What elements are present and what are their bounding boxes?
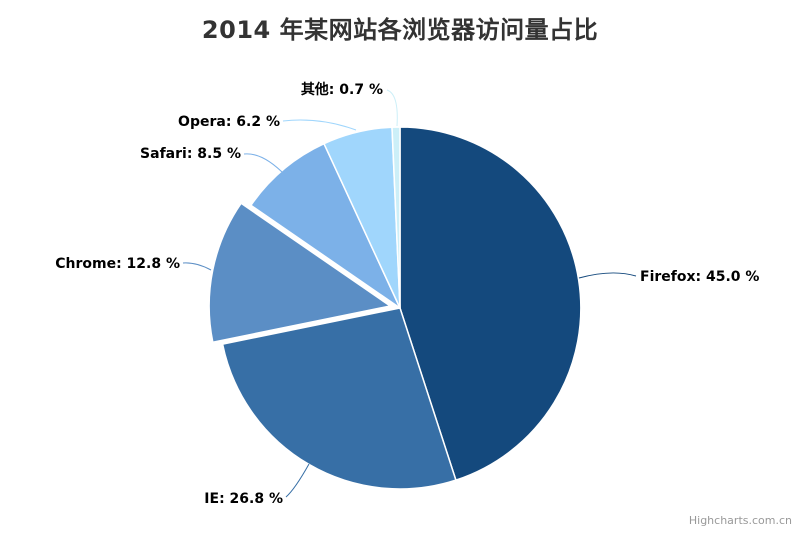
data-label-firefox: Firefox: 45.0 %	[640, 269, 759, 285]
label-connector-opera	[282, 119, 357, 131]
data-label-opera: Opera: 6.2 %	[178, 114, 280, 130]
pie-slice-safari[interactable]	[250, 142, 401, 309]
pie-slice-chrome[interactable]	[208, 202, 391, 343]
pie-slice-other[interactable]	[391, 126, 401, 309]
credits-link[interactable]: Highcharts.com.cn	[688, 514, 792, 527]
label-connector-chrome	[182, 262, 212, 271]
pie-slice-firefox[interactable]	[399, 126, 582, 481]
data-label-other: 其他: 0.7 %	[301, 81, 383, 98]
data-label-ie: IE: 26.8 %	[204, 491, 283, 507]
data-label-chrome: Chrome: 12.8 %	[55, 256, 180, 272]
label-connector-ie	[285, 463, 310, 498]
chart-title: 2014 年某网站各浏览器访问量占比	[201, 16, 599, 44]
label-connector-other	[386, 89, 398, 127]
data-label-safari: Safari: 8.5 %	[140, 146, 241, 162]
label-connector-safari	[243, 153, 287, 177]
label-connector-firefox	[578, 272, 637, 279]
